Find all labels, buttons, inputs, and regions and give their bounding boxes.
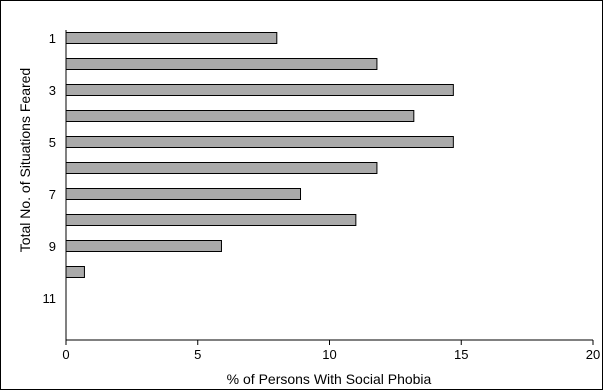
bar-1	[65, 32, 278, 44]
y-tick-label-9: 9	[49, 239, 56, 254]
bar-4	[65, 110, 415, 122]
y-ticks-layer: 1 3 5 7 9 11	[43, 31, 57, 306]
y-axis-title: Total No. of Situations Feared	[17, 68, 33, 252]
bar-5	[65, 136, 454, 148]
y-tick-label-3: 3	[49, 83, 56, 98]
bar-3	[65, 84, 454, 96]
y-tick-label-11: 11	[43, 291, 57, 306]
x-tick-label-15: 15	[454, 347, 468, 362]
x-tick-label-0: 0	[62, 347, 69, 362]
bar-7	[65, 188, 302, 200]
bar-10	[65, 266, 85, 278]
y-tick-label-1: 1	[49, 31, 56, 46]
x-tick-label-10: 10	[322, 347, 336, 362]
x-axis-title: % of Persons With Social Phobia	[227, 371, 432, 387]
x-tick-label-20: 20	[586, 347, 600, 362]
bar-8	[65, 214, 357, 226]
bar-9	[65, 240, 222, 252]
y-tick-label-5: 5	[49, 135, 56, 150]
x-tick-label-5: 5	[194, 347, 201, 362]
y-tick-label-7: 7	[49, 187, 56, 202]
bar-2	[65, 58, 378, 70]
bars-layer	[65, 32, 454, 278]
x-ticks-layer: 0 5 10 15 20	[62, 340, 600, 362]
bar-6	[65, 162, 378, 174]
